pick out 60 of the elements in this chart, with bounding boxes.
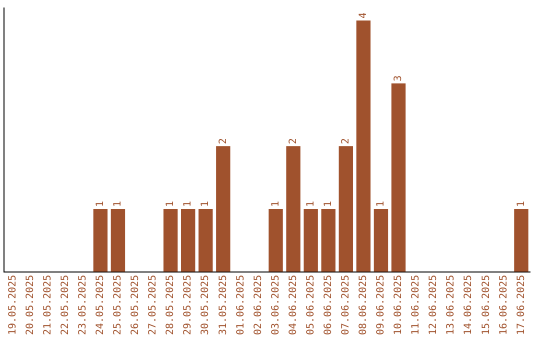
- data-label: 2: [288, 138, 299, 144]
- x-tick-label: 19.05.2025: [7, 274, 18, 336]
- x-tick-label: 28.05.2025: [165, 274, 176, 336]
- bar: [304, 208, 318, 272]
- x-tick-label: 03.06.2025: [270, 274, 282, 336]
- x-tick-label: 13.06.2025: [446, 274, 457, 336]
- x-tick-label: 30.05.2025: [200, 274, 212, 336]
- x-tick-label: 12.06.2025: [428, 274, 440, 336]
- data-label: 1: [322, 200, 334, 207]
- x-tick-label: 01.06.2025: [235, 274, 246, 336]
- data-label: 1: [376, 200, 387, 207]
- x-tick-label: 15.06.2025: [480, 274, 492, 336]
- bar: [181, 208, 196, 272]
- bar: [356, 20, 371, 272]
- data-label: 4: [358, 12, 370, 19]
- x-tick-label: 26.05.2025: [130, 274, 142, 336]
- x-tick-label: 25.05.2025: [112, 274, 124, 336]
- bar: [110, 208, 126, 272]
- data-label: 1: [112, 200, 124, 207]
- x-tick-label: 07.06.2025: [340, 274, 352, 336]
- bar: [216, 146, 230, 272]
- bar: [338, 146, 353, 272]
- bar: [163, 208, 178, 272]
- x-tick-label: 08.06.2025: [358, 274, 370, 336]
- data-label: 1: [95, 200, 106, 207]
- bar: [514, 208, 528, 272]
- x-tick-label: 24.05.2025: [95, 274, 106, 336]
- x-tick-label: 06.06.2025: [322, 274, 334, 336]
- x-tick-label: 22.05.2025: [60, 274, 71, 336]
- x-tick-label: 10.06.2025: [393, 274, 404, 336]
- x-tick-label: 09.06.2025: [376, 274, 387, 336]
- x-tick-label: 23.05.2025: [77, 274, 88, 336]
- data-label: 1: [182, 200, 194, 207]
- x-tick-label: 20.05.2025: [24, 274, 36, 336]
- x-tick-label: 21.05.2025: [42, 274, 54, 336]
- bar: [93, 208, 108, 272]
- bar: [374, 208, 388, 272]
- x-tick-label: 27.05.2025: [148, 274, 159, 336]
- data-label: 2: [218, 138, 229, 144]
- data-label: 1: [200, 200, 212, 207]
- bar: [391, 83, 406, 272]
- data-label: 1: [165, 200, 176, 207]
- x-tick-label: 14.06.2025: [463, 274, 474, 336]
- x-tick-label: 29.05.2025: [182, 274, 194, 336]
- x-tick-label: 05.06.2025: [305, 274, 316, 336]
- data-label: 1: [270, 200, 282, 207]
- x-tick-label: 17.06.2025: [516, 274, 527, 336]
- data-label: 3: [393, 75, 404, 82]
- x-tick-label: 16.06.2025: [498, 274, 510, 336]
- x-tick-label: 02.06.2025: [252, 274, 264, 336]
- data-label: 2: [340, 138, 352, 144]
- x-tick-label: 04.06.2025: [288, 274, 299, 336]
- bar: [268, 208, 283, 272]
- data-label: 1: [516, 200, 527, 207]
- x-tick-label: 31.05.2025: [218, 274, 229, 336]
- bar: [321, 208, 336, 272]
- bar: [286, 146, 300, 272]
- bar: [198, 208, 213, 272]
- data-label: 1: [305, 200, 316, 207]
- x-tick-label: 11.06.2025: [410, 274, 422, 336]
